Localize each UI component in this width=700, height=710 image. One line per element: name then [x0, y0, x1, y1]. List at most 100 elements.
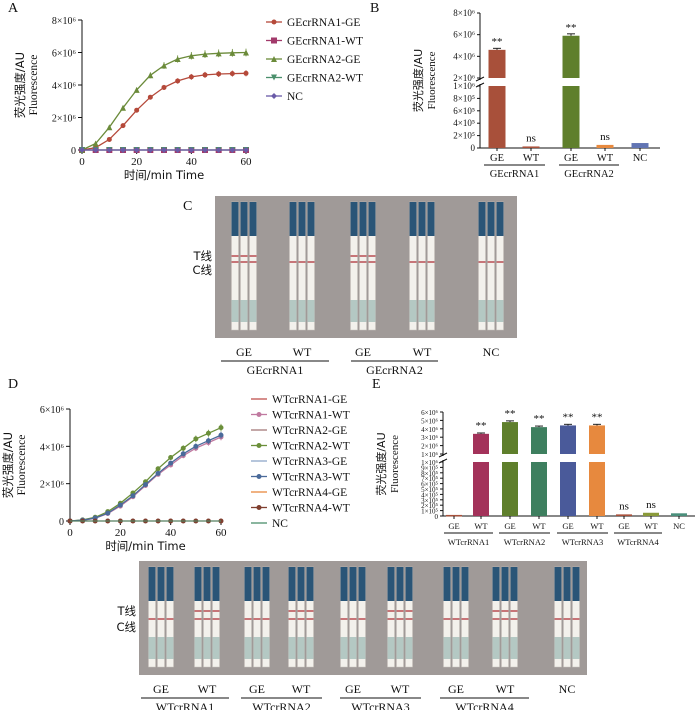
data-point [120, 104, 126, 111]
group-label: WTcrRNA2 [252, 700, 310, 710]
bar-break-gap [588, 454, 606, 462]
strip-sample-pad [249, 202, 257, 236]
data-point [180, 451, 186, 457]
strip-lane-label: WT [496, 682, 515, 696]
strip-lane-label: GE [153, 682, 169, 696]
y-tick-label: 7×10⁵ [421, 475, 438, 483]
bar [596, 144, 614, 148]
strip-sample-pad [231, 202, 239, 236]
legend-entry: GEcrRNA2-GE [287, 54, 360, 66]
legend-entry: WTcrRNA1-WT [272, 410, 350, 422]
strip-wick-pad [350, 300, 358, 322]
panel-label-A: A [8, 1, 19, 16]
data-point [130, 493, 136, 499]
legend-marker [271, 19, 277, 25]
x-tick-label: 60 [241, 156, 253, 168]
chart-E: 01×10⁵2×10⁵3×10⁵4×10⁵5×10⁵6×10⁵7×10⁵8×10… [374, 408, 695, 547]
group-label: WTcrRNA3 [351, 700, 409, 710]
y-tick-label: 1×10⁶ [421, 451, 438, 459]
y-tick-label: 5×10⁶ [421, 417, 438, 425]
strip-lane-label: WT [391, 682, 410, 696]
strip-wick-pad [396, 637, 404, 659]
x-tick-label: GE [504, 521, 515, 531]
strip-sample-pad [298, 202, 306, 236]
bar [531, 427, 547, 516]
data-point [243, 147, 249, 153]
bar [560, 425, 576, 516]
strip-wick-pad [157, 637, 165, 659]
y-axis-label-en: Fluorescence [426, 51, 438, 109]
strip-sample-pad [405, 567, 413, 601]
strip-lane-label: GE [448, 682, 464, 696]
y-tick-label: 3×10⁶ [421, 434, 438, 442]
y-axis-label-en: Fluorescence [16, 435, 28, 496]
strip-sample-pad [288, 567, 296, 601]
data-point [155, 470, 161, 476]
significance-label: ** [534, 413, 545, 425]
strip-wick-pad [240, 300, 248, 322]
y-axis-label-cn: 荧光强度/AU [1, 432, 15, 498]
strip-sample-pad [203, 567, 211, 601]
y-tick-label: 0 [471, 143, 476, 153]
strip-wick-pad [253, 637, 261, 659]
chart-D: 0 20 40 60 0 2×10⁶ 4×10⁶ 6×10⁶ 时间/min Time 荧光强度/A… [1, 394, 350, 553]
y-tick-label: 2×10⁶ [40, 480, 65, 491]
y-tick-label: 3×10⁵ [421, 497, 438, 505]
series-line-6 [69, 434, 222, 522]
significance-label: ** [563, 411, 574, 423]
strip-sample-pad [148, 567, 156, 601]
data-point [243, 70, 249, 76]
y-tick-label: 0 [71, 146, 76, 157]
strip-sample-pad [359, 202, 367, 236]
strip-wick-pad [166, 637, 174, 659]
significance-label: ns [646, 499, 656, 511]
x-tick-label: GE [490, 153, 504, 164]
x-tick-label: WT [590, 521, 604, 531]
group-label: WTcrRNA4 [617, 537, 659, 547]
strip-lane-label: WT [292, 682, 311, 696]
legend-entry: NC [287, 91, 303, 103]
bar [522, 146, 540, 148]
data-point [133, 147, 140, 153]
data-point [229, 71, 235, 77]
strip-sample-pad [572, 567, 580, 601]
strip-wick-pad [501, 637, 509, 659]
strip-sample-pad [253, 567, 261, 601]
bar [446, 514, 462, 517]
c-line-label: C线 [116, 620, 136, 634]
y-tick-label: 0 [435, 513, 439, 521]
strip-sample-pad [501, 567, 509, 601]
strip-wick-pad [461, 637, 469, 659]
strip-sample-pad [306, 567, 314, 601]
strip-wick-pad [368, 300, 376, 322]
strip-sample-pad [350, 202, 358, 236]
x-tick-label: 40 [186, 156, 198, 168]
bar [589, 425, 605, 516]
data-point [229, 147, 236, 153]
significance-label: ** [505, 408, 516, 420]
strip-wick-pad [212, 637, 220, 659]
strip-sample-pad [387, 567, 395, 601]
data-point [205, 438, 211, 444]
group-label: WTcrRNA1 [156, 700, 214, 710]
y-tick-label: 6×10⁶ [52, 49, 77, 60]
legend-marker [271, 93, 277, 99]
strip-sample-pad [240, 202, 248, 236]
data-point [92, 140, 99, 147]
legend-marker [271, 74, 277, 81]
data-point [105, 510, 111, 516]
strip-sample-pad [289, 202, 297, 236]
legend-entry: WTcrRNA3-WT [272, 472, 350, 484]
legend-entry: WTcrRNA1-GE [272, 394, 347, 406]
data-point [175, 78, 181, 84]
legend-entry: GEcrRNA1-WT [287, 36, 363, 48]
bar [502, 422, 518, 516]
x-tick-label: 20 [131, 156, 143, 168]
strip-wick-pad [510, 637, 518, 659]
strip-wick-pad [340, 637, 348, 659]
group-label: GEcrRNA2 [366, 363, 423, 377]
group-label: WTcrRNA3 [562, 537, 603, 547]
strip-sample-pad [157, 567, 165, 601]
data-point [106, 124, 113, 131]
y-tick-label: 8×10⁵ [421, 470, 438, 478]
